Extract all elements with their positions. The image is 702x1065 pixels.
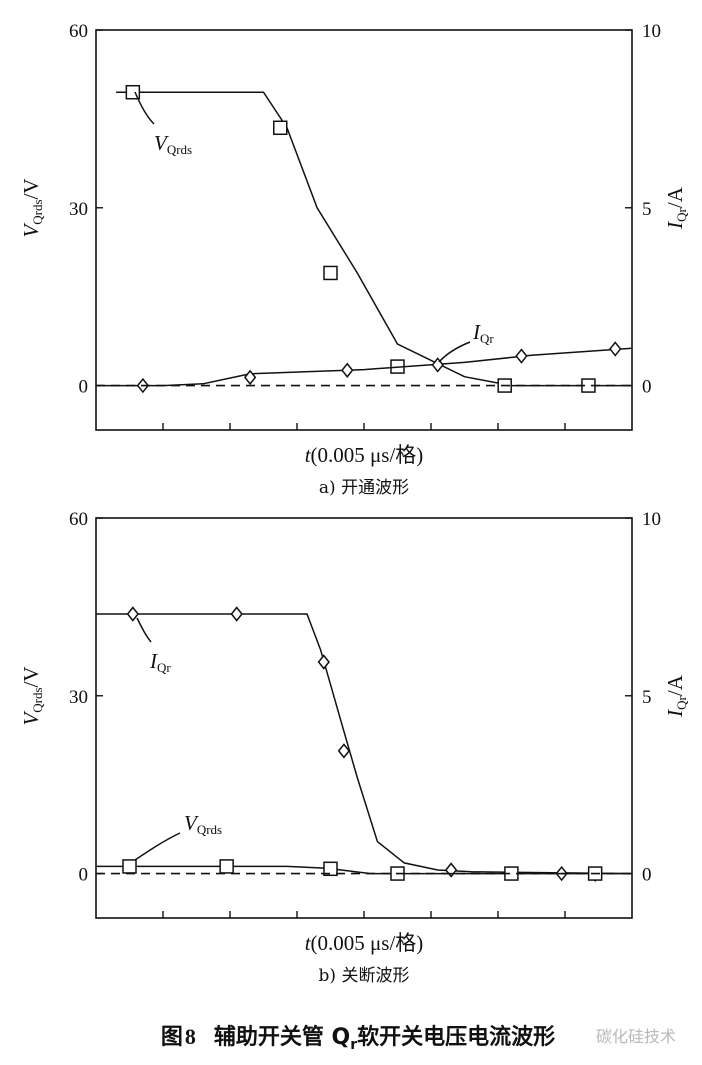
y-tick-label-left: 30 [69, 199, 88, 220]
y-tick-label-left: 30 [69, 687, 88, 708]
marker-diamond-IQr [337, 743, 351, 759]
marker-diamond-IQr [126, 606, 140, 622]
panel-b: 0 30 60 0 5 10 VQrds/V IQr/A IQr VQrds t(0.0… [19, 509, 689, 986]
leader-vqrds-a [134, 91, 155, 125]
x-ticks-a [162, 423, 566, 430]
marker-diamond-IQr [243, 369, 257, 386]
figure-caption: 图8 辅助开关管 Qr软开关电压电流波形 [161, 1024, 555, 1053]
watermark: 碳化硅技术 [596, 1027, 676, 1046]
marker-square-VQrds [122, 859, 137, 874]
y-axis-label-left-b: VQrds/V [19, 666, 45, 725]
y-tick-labels-left-b: 0 30 60 [69, 509, 103, 886]
series-line-VQrds [116, 91, 632, 387]
y-tick-labels-left-a: 0 30 60 [69, 21, 103, 398]
marker-square-VQrds [219, 859, 234, 874]
marker-diamond-IQr [515, 348, 528, 364]
y-tick-labels-right-b: 0 5 10 [625, 509, 661, 886]
label-vqrds-b: VQrds [184, 811, 222, 837]
y-tick-label-right: 0 [642, 865, 652, 886]
x-ticks-b [162, 911, 566, 918]
marker-square-VQrds [273, 120, 288, 136]
label-vqrds-a: VQrds [154, 131, 192, 157]
plot-frame-b [95, 517, 633, 919]
y-tick-label-right: 5 [642, 687, 652, 708]
y-tick-label-left: 0 [79, 377, 89, 398]
y-axis-label-right-b: IQr/A [663, 674, 689, 718]
y-tick-labels-right-a: 0 5 10 [625, 21, 661, 398]
series-a [96, 84, 633, 394]
panel-a: 0 30 60 0 5 10 VQrds/V IQr/A VQrds IQr t(0.0… [19, 21, 689, 498]
y-tick-label-left: 60 [69, 21, 88, 42]
leader-iqr-a [438, 341, 471, 363]
y-tick-label-left: 60 [69, 509, 88, 530]
leader-iqr-b [136, 617, 152, 643]
y-tick-label-right: 5 [642, 199, 652, 220]
y-tick-label-right: 10 [642, 21, 661, 42]
y-tick-label-left: 0 [79, 865, 89, 886]
caption-a: a) 开通波形 [319, 478, 409, 498]
label-iqr-b: IQr [149, 649, 171, 675]
leader-vqrds-b [134, 832, 181, 861]
marker-diamond-IQr [609, 341, 622, 357]
series-line-IQr [96, 347, 633, 387]
marker-diamond-IQr [317, 654, 330, 670]
marker-square-VQrds [323, 861, 338, 877]
marker-square-VQrds [323, 265, 338, 281]
marker-diamond-IQr [341, 362, 354, 378]
x-axis-label-b: t(0.005 μs/格) [305, 931, 424, 955]
y-tick-label-right: 10 [642, 509, 661, 530]
marker-diamond-IQr [444, 862, 458, 878]
y-axis-label-left-a: VQrds/V [19, 178, 45, 237]
x-axis-label-a: t(0.005 μs/格) [305, 443, 424, 467]
caption-b: b) 关断波形 [319, 966, 410, 986]
y-tick-label-right: 0 [642, 377, 652, 398]
marker-diamond-IQr [230, 606, 243, 622]
y-axis-label-right-a: IQr/A [663, 186, 689, 230]
label-iqr-a: IQr [472, 320, 494, 346]
series-b [96, 606, 633, 882]
